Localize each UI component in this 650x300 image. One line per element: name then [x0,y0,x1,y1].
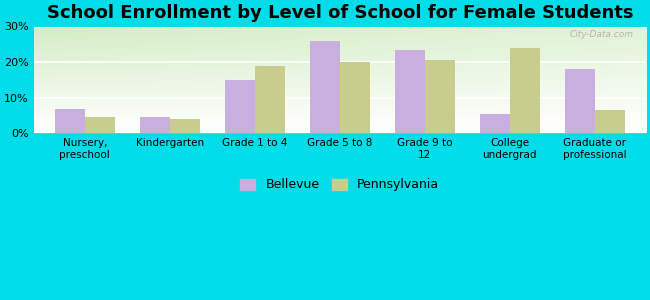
Bar [255,66,285,134]
Bar [140,117,170,134]
Bar [340,62,370,134]
Bar [480,114,510,134]
Bar [225,80,255,134]
Legend: Bellevue, Pennsylvania: Bellevue, Pennsylvania [240,178,439,191]
Title: School Enrollment by Level of School for Female Students: School Enrollment by Level of School for… [47,4,633,22]
Bar [55,109,84,134]
Bar [565,69,595,134]
Bar [425,60,454,134]
Bar [395,50,425,134]
Bar [510,48,540,134]
Bar [595,110,625,134]
Text: City-Data.com: City-Data.com [569,30,634,39]
Bar [170,119,200,134]
Bar [310,41,340,134]
Bar [84,117,114,134]
